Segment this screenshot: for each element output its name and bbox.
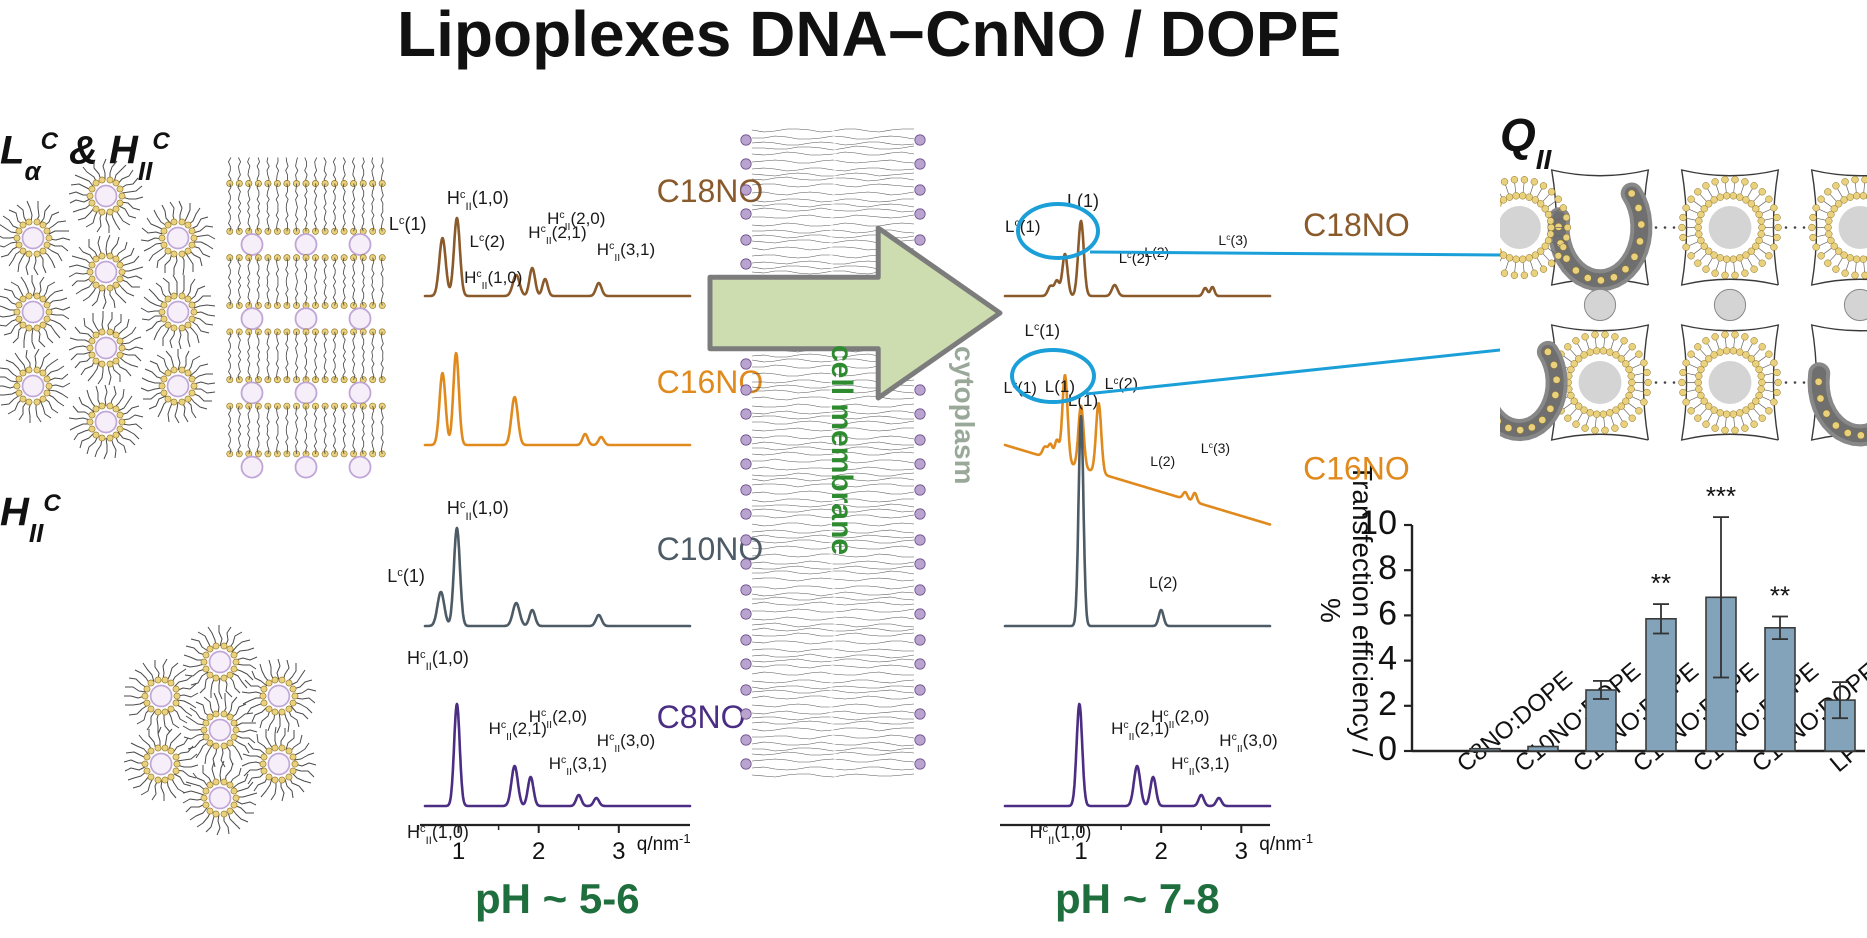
- svg-text:***: ***: [1706, 481, 1736, 511]
- svg-text:4: 4: [1378, 640, 1397, 678]
- svg-text:0: 0: [1378, 730, 1397, 768]
- svg-text:10: 10: [1359, 504, 1397, 542]
- svg-text:2: 2: [1378, 685, 1397, 723]
- svg-text:6: 6: [1378, 594, 1397, 632]
- svg-text:**: **: [1651, 568, 1671, 598]
- svg-text:**: **: [1770, 581, 1790, 611]
- svg-text:8: 8: [1378, 549, 1397, 587]
